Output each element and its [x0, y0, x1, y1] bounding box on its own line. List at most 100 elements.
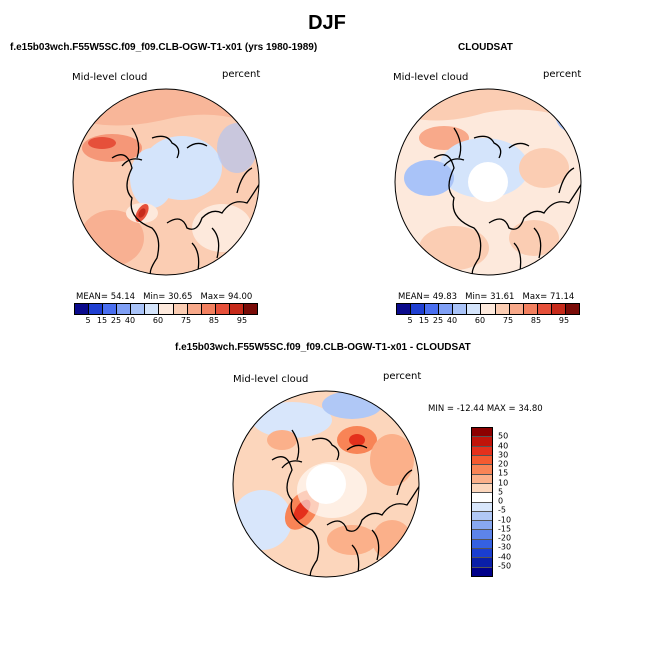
model-colorbar-tick-label: 15 [96, 316, 108, 325]
obs-colorbar-swatch [425, 304, 440, 314]
diff-colorbar-swatch [472, 437, 492, 447]
model-min-value: 30.65 [168, 292, 193, 302]
diff-colorbar-swatch [472, 474, 492, 484]
model-field-label: Mid-level cloud [72, 72, 148, 83]
diff-panel-title: f.e15b03wch.F55W5SC.f09_f09.CLB-OGW-T1-x… [175, 342, 471, 353]
model-stats: MEAN= 54.14 Min= 30.65 Max= 94.00 [76, 292, 252, 302]
diff-colorbar-swatch [472, 558, 492, 568]
model-polar-map [72, 88, 260, 276]
model-colorbar-swatch [187, 304, 202, 314]
diff-colorbar-tick-label: 20 [498, 459, 509, 469]
obs-max-value: 71.14 [549, 292, 575, 302]
diff-colorbar-tick-label: -30 [498, 542, 512, 552]
model-colorbar-swatch [159, 304, 174, 314]
diff-colorbar-swatch [472, 465, 492, 475]
model-colorbar-tick-label: 40 [124, 316, 136, 325]
diff-colorbar-swatch [472, 549, 492, 559]
obs-colorbar [396, 303, 580, 315]
obs-panel-title: CLOUDSAT [458, 42, 513, 53]
diff-colorbar-tick-label: 15 [498, 468, 509, 478]
diff-colorbar-tick-label: -50 [498, 561, 512, 571]
obs-colorbar-tick-label: 5 [407, 316, 413, 325]
model-colorbar-swatch [173, 304, 188, 314]
diff-colorbar-swatch [472, 428, 492, 438]
diff-field-label: Mid-level cloud [233, 374, 309, 385]
model-colorbar-tick-label: 25 [110, 316, 122, 325]
obs-field-label: Mid-level cloud [393, 72, 469, 83]
obs-polar-map [394, 88, 582, 276]
obs-colorbar-swatch [509, 304, 524, 314]
obs-min-label: Min= [465, 292, 488, 302]
model-colorbar-tick-label: 85 [208, 316, 220, 325]
obs-colorbar-tick-label: 75 [502, 316, 514, 325]
obs-stats: MEAN= 49.83 Min= 31.61 Max= 71.14 [398, 292, 574, 302]
model-colorbar-tick-label: 75 [180, 316, 192, 325]
model-colorbar-swatch [201, 304, 216, 314]
obs-colorbar-swatch [551, 304, 566, 314]
diff-colorbar-tick-label: -20 [498, 533, 512, 543]
obs-colorbar-tick-label: 15 [418, 316, 430, 325]
diff-colorbar-swatch [472, 511, 492, 522]
diff-colorbar-swatch [472, 493, 492, 503]
obs-colorbar-tick-label: 25 [432, 316, 444, 325]
obs-min-value: 31.61 [490, 292, 515, 302]
model-colorbar-swatch [117, 304, 132, 314]
diff-polar-map [232, 390, 420, 578]
model-max-label: Max= [200, 292, 226, 302]
diff-colorbar-swatch [472, 483, 492, 494]
obs-max-label: Max= [522, 292, 548, 302]
diff-colorbar-tick-label: 30 [498, 450, 509, 460]
obs-colorbar-swatch [565, 304, 580, 314]
diff-unit-label: percent [383, 371, 422, 382]
obs-colorbar-swatch [411, 304, 426, 314]
obs-unit-label: percent [543, 69, 582, 80]
model-colorbar-swatch [229, 304, 244, 314]
model-colorbar-tick-label: 5 [85, 316, 91, 325]
model-colorbar-swatch [243, 304, 258, 314]
model-panel-title: f.e15b03wch.F55W5SC.f09_f09.CLB-OGW-T1-x… [10, 42, 318, 53]
obs-colorbar-swatch [523, 304, 538, 314]
model-mean-label: MEAN= [76, 292, 108, 302]
model-colorbar-swatch [215, 304, 230, 314]
model-colorbar-swatch [89, 304, 104, 314]
diff-colorbar-swatch [472, 530, 492, 540]
model-colorbar [74, 303, 258, 315]
model-colorbar-swatch [75, 304, 90, 314]
model-colorbar-swatch [131, 304, 146, 314]
diff-colorbar-tick-label: 40 [498, 441, 509, 450]
model-colorbar-swatch [103, 304, 118, 314]
obs-colorbar-swatch [537, 304, 552, 314]
diff-colorbar-tick-label: 10 [498, 478, 509, 487]
diff-colorbar-tick-label: -5 [498, 505, 506, 515]
obs-colorbar-swatch [467, 304, 482, 314]
diff-colorbar-tick-label: -15 [498, 524, 512, 534]
obs-colorbar-swatch [481, 304, 496, 314]
diff-colorbar [471, 427, 493, 577]
model-max-value: 94.00 [227, 292, 253, 302]
diff-colorbar-tick-label: -40 [498, 552, 512, 561]
diff-colorbar-swatch [472, 539, 492, 550]
obs-colorbar-tick-label: 95 [558, 316, 570, 325]
obs-colorbar-swatch [439, 304, 454, 314]
figure-title: DJF [308, 12, 346, 34]
obs-colorbar-swatch [397, 304, 412, 314]
model-min-label: Min= [143, 292, 166, 302]
obs-colorbar-swatch [453, 304, 468, 314]
model-unit-label: percent [222, 69, 261, 80]
diff-colorbar-swatch [472, 446, 492, 456]
obs-colorbar-swatch [495, 304, 510, 314]
model-mean-value: 54.14 [110, 292, 136, 302]
diff-colorbar-tick-label: -10 [498, 515, 512, 524]
obs-colorbar-tick-label: 85 [530, 316, 542, 325]
model-colorbar-tick-label: 95 [236, 316, 248, 325]
diff-colorbar-swatch [472, 502, 492, 512]
obs-mean-label: MEAN= [398, 292, 430, 302]
diff-colorbar-tick-label: 5 [498, 487, 504, 497]
model-colorbar-tick-label: 60 [152, 316, 164, 325]
obs-colorbar-tick-label: 40 [446, 316, 458, 325]
obs-colorbar-tick-label: 60 [474, 316, 486, 325]
model-colorbar-swatch [145, 304, 160, 314]
diff-colorbar-swatch [472, 521, 492, 531]
diff-stats: MIN = -12.44 MAX = 34.80 [428, 404, 543, 414]
diff-colorbar-tick-label: 0 [498, 496, 504, 506]
